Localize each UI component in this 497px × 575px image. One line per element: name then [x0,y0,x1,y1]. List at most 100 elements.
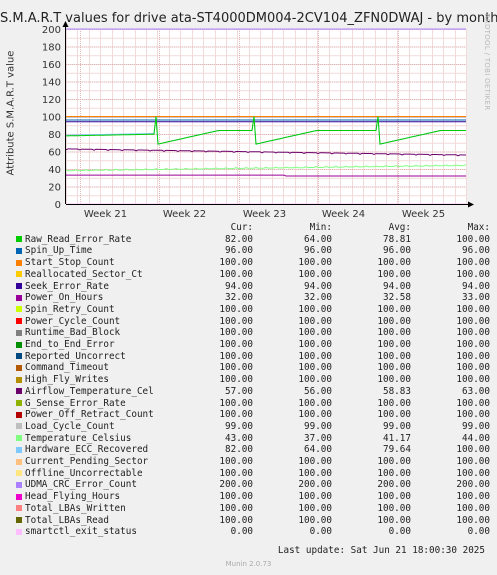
legend-swatch [16,247,22,254]
legend-series-name: Total_LBAs_Read [25,514,109,526]
legend-value-avg: 41.17 [382,432,411,444]
legend-value-max: 100.00 [456,315,490,327]
legend-value-min: 37.00 [304,432,332,444]
legend-row: Command_Timeout 100.00 100.00 100.00 100.00 [10,362,490,374]
legend-swatch [16,446,22,453]
legend-series-name: smartctl_exit_status [25,526,137,538]
series-line [65,164,467,172]
y-tick-label: 60 [48,148,61,159]
y-tick-label: 200 [42,25,61,36]
legend-value-avg: 100.00 [377,374,411,386]
legend-value-avg: 200.00 [377,479,411,491]
legend-value-min: 200.00 [298,479,332,491]
legend-value-max: 100.00 [456,350,490,362]
legend-value-avg: 32.58 [382,292,411,304]
legend-swatch [16,341,22,348]
legend-value-min: 100.00 [298,268,332,280]
x-axis-arrow [468,201,474,208]
legend-series-name: Runtime_Bad_Block [25,327,121,339]
y-tick-label: 180 [42,43,61,54]
legend-series-name: Head_Flying_Hours [25,491,121,503]
legend-value-cur: 100.00 [219,315,254,327]
legend-swatch [16,376,22,383]
legend-series-name: Reallocated_Sector_Ct [25,268,143,280]
legend-value-avg: 0.00 [388,526,411,538]
legend-series-name: End_to_End_Error [25,339,115,351]
legend-value-max: 100.00 [456,233,490,245]
legend-header-min: Min: [309,222,332,233]
legend-row: Head_Flying_Hours 100.00 100.00 100.00 100.0… [10,491,490,503]
legend-swatch [16,423,22,430]
legend-value-cur: 100.00 [219,327,254,339]
munin-version: Munin 2.0.73 [225,560,272,568]
legend-value-max: 94.00 [462,280,490,292]
legend-row: Hardware_ECC_Recovered 82.00 64.00 79.64 100… [10,444,490,456]
legend-swatch [16,481,22,488]
y-axis-arrow [62,21,69,27]
legend-row: Power_Off_Retract_Count 100.00 100.00 100.0… [10,409,490,421]
legend-value-min: 94.00 [304,280,332,292]
legend-value-min: 100.00 [298,327,332,339]
y-tick-label: 20 [48,183,61,194]
legend-swatch [16,318,22,325]
legend-value-cur: 57.00 [225,385,254,397]
legend-value-max: 100.00 [456,268,490,280]
legend-header-max: Max: [467,222,490,233]
legend-value-max: 0.00 [467,526,490,538]
legend-value-max: 100.00 [456,456,490,468]
legend-value-min: 64.00 [304,233,332,245]
legend-swatch [16,505,22,512]
legend-value-min: 100.00 [298,397,332,409]
legend-value-min: 100.00 [298,339,332,351]
legend-swatch [16,470,22,477]
legend-row: Temperature_Celsius 43.00 37.00 41.17 44.00 [10,433,490,445]
legend-series-name: High_Fly_Writes [25,374,109,386]
legend-value-max: 100.00 [456,502,490,514]
legend-value-avg: 100.00 [377,502,411,514]
legend-swatch [16,271,22,278]
legend-row: High_Fly_Writes 100.00 100.00 100.00 100.00 [10,374,490,386]
x-tick-label: Week 24 [322,209,365,220]
legend-header-avg: Avg: [388,222,411,233]
y-tick-label: 140 [42,78,61,89]
legend-series-name: G_Sense_Error_Rate [25,397,126,409]
legend-swatch [16,411,22,418]
legend-value-cur: 100.00 [219,339,254,351]
legend-value-avg: 94.00 [382,280,411,292]
legend-swatch [16,236,22,243]
legend-row: Reallocated_Sector_Ct 100.00 100.00 100.00 1… [10,269,490,281]
legend-row: Runtime_Bad_Block 100.00 100.00 100.00 100.0… [10,327,490,339]
legend-swatch [16,259,22,266]
legend-value-max: 100.00 [456,327,490,339]
x-tick-label: Week 25 [402,209,445,220]
legend-value-avg: 100.00 [377,350,411,362]
legend-row: Total_LBAs_Read 100.00 100.00 100.00 100.00 [10,515,490,527]
last-update: Last update: Sat Jun 21 18:00:30 2025 [277,545,485,556]
legend-value-max: 100.00 [456,374,490,386]
legend-value-max: 100.00 [456,444,490,456]
legend-value-cur: 96.00 [225,245,254,257]
legend-value-avg: 79.64 [382,444,411,456]
y-tick-label: 100 [42,113,61,124]
legend-value-max: 99.00 [462,420,490,432]
legend-header-cur: Cur: [230,222,254,233]
legend-series-name: Power_Cycle_Count [25,315,121,327]
legend-swatch [16,329,22,336]
legend-header-row: Cur: Min: Avg: Max: [10,222,490,234]
legend-value-max: 200.00 [456,479,490,491]
legend-value-min: 96.00 [304,245,332,257]
legend-series-name: Command_Timeout [25,362,109,374]
legend-value-cur: 100.00 [219,514,254,526]
legend-value-avg: 100.00 [377,491,411,503]
legend-row: smartctl_exit_status 0.00 0.00 0.00 0.00 [10,526,490,538]
legend-value-min: 32.00 [304,292,332,304]
legend-value-min: 56.00 [304,385,332,397]
y-tick-label: 80 [48,130,61,141]
legend-row: G_Sense_Error_Rate 100.00 100.00 100.00 100.… [10,398,490,410]
legend-value-max: 33.00 [462,292,490,304]
legend-value-min: 100.00 [298,350,332,362]
legend-value-min: 100.00 [298,502,332,514]
legend-value-avg: 58.83 [382,385,411,397]
legend-value-avg: 100.00 [377,339,411,351]
legend-series-name: Current_Pending_Sector [25,456,149,468]
